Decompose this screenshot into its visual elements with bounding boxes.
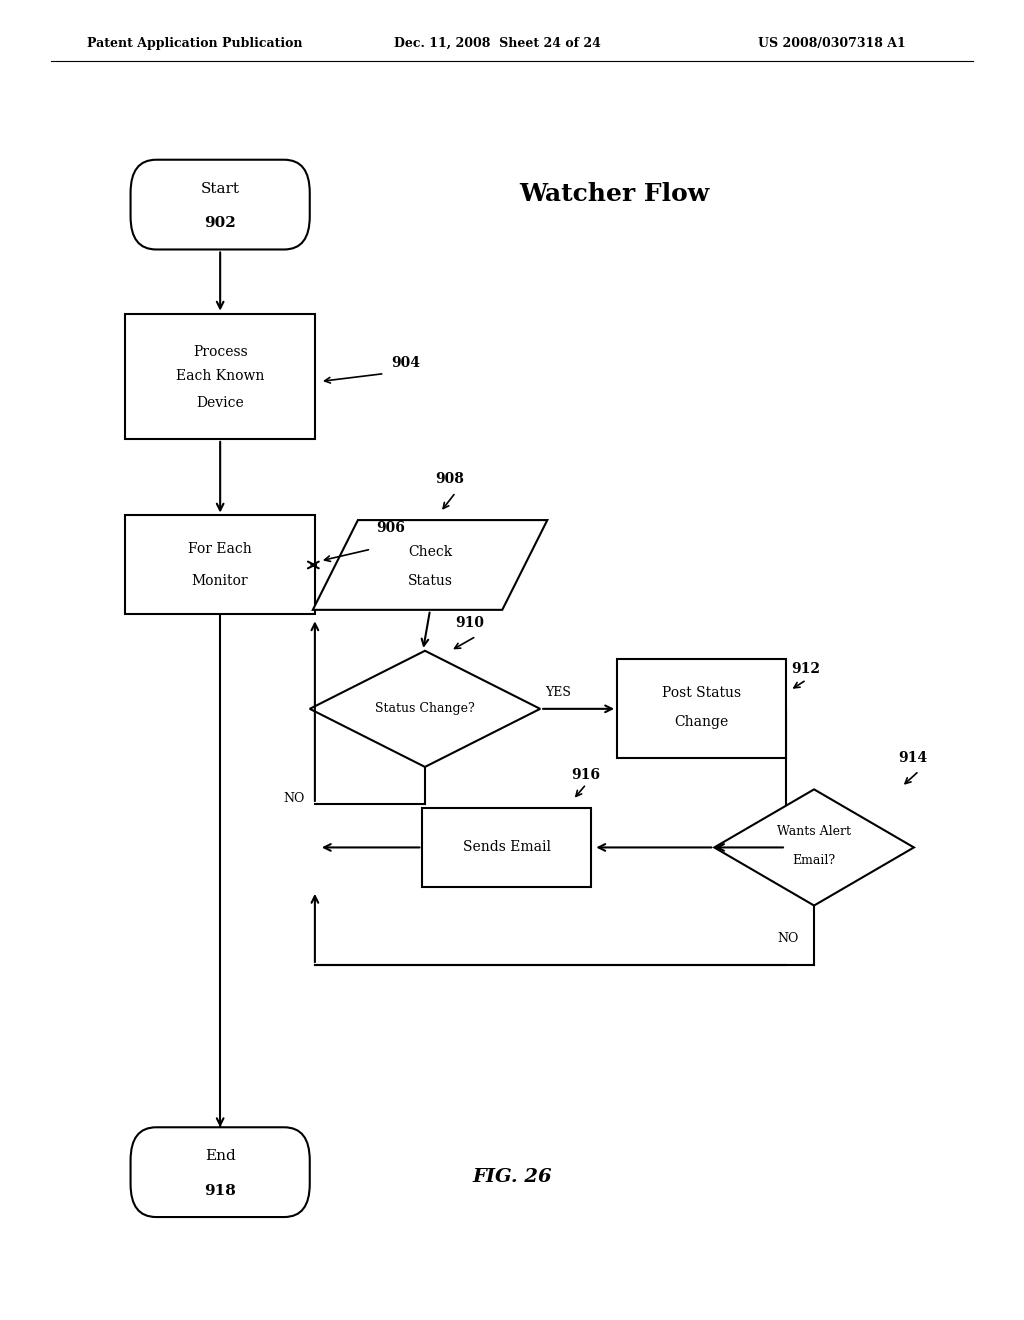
Text: Monitor: Monitor (191, 574, 249, 587)
Text: US 2008/0307318 A1: US 2008/0307318 A1 (758, 37, 905, 50)
Polygon shape (313, 520, 547, 610)
Text: Watcher Flow: Watcher Flow (519, 182, 710, 206)
Text: 906: 906 (377, 521, 406, 535)
Polygon shape (715, 789, 914, 906)
Text: 904: 904 (391, 356, 421, 370)
Text: NO: NO (284, 792, 305, 805)
Bar (125, 314, 315, 438)
Text: Post Status: Post Status (662, 686, 741, 700)
Text: FIG. 26: FIG. 26 (472, 1168, 552, 1187)
Text: 912: 912 (792, 663, 820, 676)
Text: Each Known: Each Known (176, 370, 264, 383)
Bar (422, 808, 592, 887)
Text: Patent Application Publication: Patent Application Publication (87, 37, 302, 50)
Text: 916: 916 (571, 768, 600, 781)
FancyBboxPatch shape (131, 1127, 309, 1217)
Polygon shape (309, 651, 541, 767)
Bar (616, 659, 786, 758)
FancyBboxPatch shape (131, 160, 309, 249)
Text: 910: 910 (456, 616, 484, 630)
Text: Sends Email: Sends Email (463, 841, 551, 854)
Text: Status Change?: Status Change? (375, 702, 475, 715)
Text: Email?: Email? (793, 854, 836, 867)
Text: Status: Status (408, 574, 453, 587)
Text: 902: 902 (204, 216, 237, 230)
Text: For Each: For Each (188, 543, 252, 556)
Text: YES: YES (545, 686, 571, 700)
Text: Start: Start (201, 182, 240, 195)
Text: End: End (205, 1150, 236, 1163)
Text: 918: 918 (204, 1184, 237, 1197)
Text: Dec. 11, 2008  Sheet 24 of 24: Dec. 11, 2008 Sheet 24 of 24 (394, 37, 601, 50)
Text: NO: NO (778, 932, 799, 945)
Text: 914: 914 (899, 751, 928, 764)
Text: Change: Change (675, 715, 728, 729)
Bar (125, 516, 315, 615)
Text: Device: Device (197, 396, 244, 409)
Text: Process: Process (193, 346, 248, 359)
Text: Check: Check (408, 545, 453, 558)
Text: 908: 908 (435, 473, 464, 486)
Text: Wants Alert: Wants Alert (777, 825, 851, 838)
